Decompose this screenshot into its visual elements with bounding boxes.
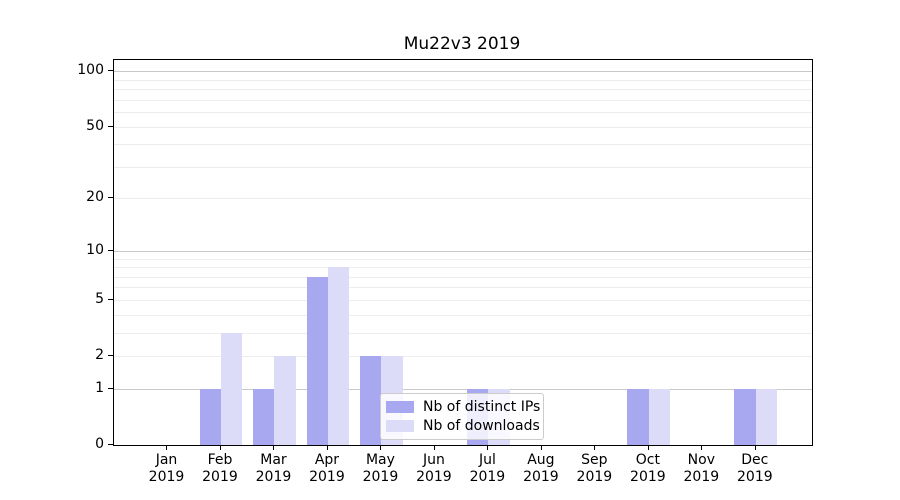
gridline-y-3 <box>114 332 812 334</box>
y-tick-label-0: 0 <box>95 436 104 452</box>
y-tick-mark-50 <box>108 125 113 127</box>
legend-item-downloads: Nb of downloads <box>386 418 543 434</box>
gridline-y-80 <box>114 89 812 91</box>
gridline-y-5 <box>114 299 812 301</box>
x-tick-mark-feb <box>219 445 221 450</box>
x-tick-mark-aug <box>540 445 542 450</box>
x-tick-mark-dec <box>754 445 756 450</box>
bar-downloads-oct <box>648 388 671 445</box>
gridline-y-30 <box>114 166 812 168</box>
x-tick-mark-jul <box>487 445 489 450</box>
gridline-y-7 <box>114 276 812 278</box>
y-tick-label-50: 50 <box>86 117 104 134</box>
x-tick-label-oct: Oct 2019 <box>630 452 666 485</box>
legend: Nb of distinct IPs Nb of downloads <box>380 393 544 440</box>
gridline-y-9 <box>114 258 812 260</box>
x-tick-label-mar: Mar 2019 <box>255 452 292 485</box>
gridline-y-6 <box>114 287 812 289</box>
bar-distinct-ips-feb <box>199 388 221 445</box>
bar-distinct-ips-mar <box>253 388 275 445</box>
x-tick-mark-apr <box>326 445 328 450</box>
y-tick-mark-0 <box>108 444 113 445</box>
y-tick-mark-10 <box>108 249 113 251</box>
x-tick-mark-nov <box>701 445 703 450</box>
y-tick-mark-2 <box>108 355 113 357</box>
gridline-y-20 <box>114 198 812 200</box>
legend-label: Nb of distinct IPs <box>423 399 541 415</box>
y-tick-mark-5 <box>108 298 113 300</box>
gridline-y-40 <box>114 144 812 146</box>
gridline-y-50 <box>114 126 812 128</box>
x-tick-label-nov: Nov 2019 <box>683 452 720 485</box>
plot-area <box>113 59 813 446</box>
x-tick-mark-sep <box>594 445 596 450</box>
chart-title: Mu22v3 2019 <box>403 34 521 54</box>
y-tick-mark-100 <box>108 70 113 72</box>
y-tick-label-2: 2 <box>95 347 104 364</box>
x-tick-mark-oct <box>647 445 649 450</box>
x-tick-label-apr: Apr 2019 <box>309 452 345 485</box>
legend-label: Nb of downloads <box>423 418 540 434</box>
bar-distinct-ips-oct <box>627 388 649 445</box>
legend-swatch-distinct-ips <box>386 401 414 413</box>
y-tick-label-20: 20 <box>86 189 104 206</box>
bar-downloads-feb <box>220 332 243 445</box>
x-tick-label-sep: Sep 2019 <box>576 452 613 485</box>
x-tick-label-dec: Dec 2019 <box>737 452 773 485</box>
gridline-y-60 <box>114 112 812 114</box>
gridline-y-90 <box>114 79 812 81</box>
y-tick-mark-1 <box>108 387 113 389</box>
bar-distinct-ips-apr <box>306 276 328 445</box>
bar-downloads-apr <box>327 267 350 445</box>
x-tick-mark-mar <box>273 445 275 450</box>
bar-downloads-mar <box>274 356 296 445</box>
x-tick-mark-jun <box>433 445 435 450</box>
gridline-y-2 <box>114 356 812 358</box>
legend-item-distinct-ips: Nb of distinct IPs <box>386 399 543 415</box>
x-tick-label-jul: Jul 2019 <box>469 452 506 485</box>
gridline-y-10 <box>114 250 812 252</box>
y-tick-label-1: 1 <box>95 379 104 396</box>
y-tick-label-5: 5 <box>95 290 104 307</box>
y-tick-mark-20 <box>108 197 113 199</box>
x-tick-label-feb: Feb 2019 <box>202 452 238 485</box>
legend-swatch-downloads <box>386 420 414 432</box>
x-tick-mark-jan <box>166 445 168 450</box>
gridline-y-4 <box>114 314 812 316</box>
bar-distinct-ips-may <box>360 356 382 445</box>
y-tick-label-100: 100 <box>77 62 104 79</box>
gridline-y-1 <box>114 388 812 390</box>
x-tick-label-jan: Jan 2019 <box>148 452 185 485</box>
bar-distinct-ips-dec <box>734 388 756 445</box>
x-tick-label-aug: Aug 2019 <box>523 452 559 485</box>
gridline-y-70 <box>114 99 812 101</box>
x-tick-mark-may <box>380 445 382 450</box>
x-tick-label-jun: Jun 2019 <box>416 452 452 485</box>
y-tick-label-10: 10 <box>86 241 104 258</box>
x-tick-label-may: May 2019 <box>362 452 399 485</box>
gridline-y-8 <box>114 267 812 269</box>
bar-downloads-dec <box>755 388 778 445</box>
gridline-y-100 <box>114 71 812 73</box>
